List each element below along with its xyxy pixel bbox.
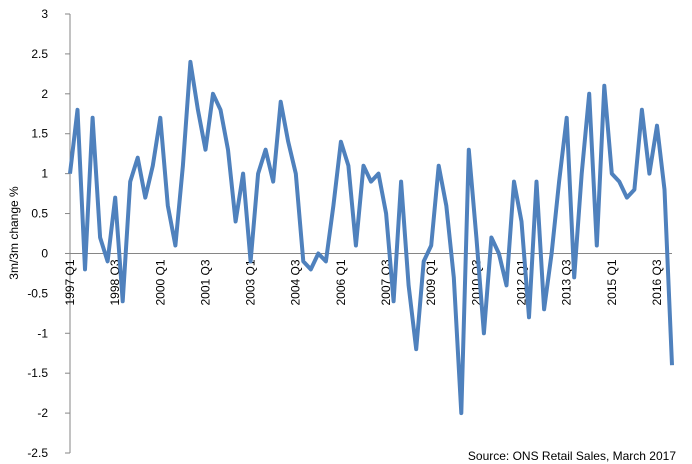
y-tick-label: -1 [37,326,48,340]
y-tick-label: -0.5 [27,286,48,300]
y-tick-label: -1.5 [27,366,48,380]
x-tick-label: 2003 Q1 [244,259,258,305]
x-tick-label: 2001 Q3 [198,259,212,305]
y-tick-label: -2.5 [27,446,48,460]
x-tick-label: 2016 Q3 [650,259,664,305]
x-tick-label: 1997 Q1 [63,259,77,305]
y-tick-label: 2 [41,87,48,101]
y-axis-label: 3m/3m change % [7,186,21,280]
y-tick-label: -2 [37,406,48,420]
x-tick-label: 2009 Q1 [424,259,438,305]
y-tick-label: 1 [41,167,48,181]
y-tick-label: 1.5 [31,127,48,141]
x-tick-label: 2015 Q1 [605,259,619,305]
y-tick-label: 0.5 [31,207,48,221]
x-tick-label: 2004 Q3 [289,259,303,305]
y-tick-label: 0 [41,246,48,260]
y-tick-label: 3 [41,7,48,21]
y-tick-label: 2.5 [31,47,48,61]
source-note: Source: ONS Retail Sales, March 2017 [468,449,676,463]
x-tick-label: 2006 Q1 [334,259,348,305]
data-line [68,59,674,416]
x-tick-label: 2013 Q3 [560,259,574,305]
x-tick-label: 2000 Q1 [153,259,167,305]
